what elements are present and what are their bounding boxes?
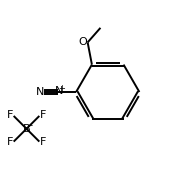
Text: N: N bbox=[36, 87, 44, 97]
Text: O: O bbox=[78, 36, 87, 47]
Text: F: F bbox=[7, 137, 13, 147]
Text: B: B bbox=[23, 124, 30, 134]
Text: F: F bbox=[40, 137, 46, 147]
Text: F: F bbox=[40, 110, 46, 120]
Text: F: F bbox=[7, 110, 13, 120]
Text: N: N bbox=[55, 86, 63, 96]
Text: +: + bbox=[58, 84, 65, 93]
Text: −: − bbox=[26, 121, 33, 130]
